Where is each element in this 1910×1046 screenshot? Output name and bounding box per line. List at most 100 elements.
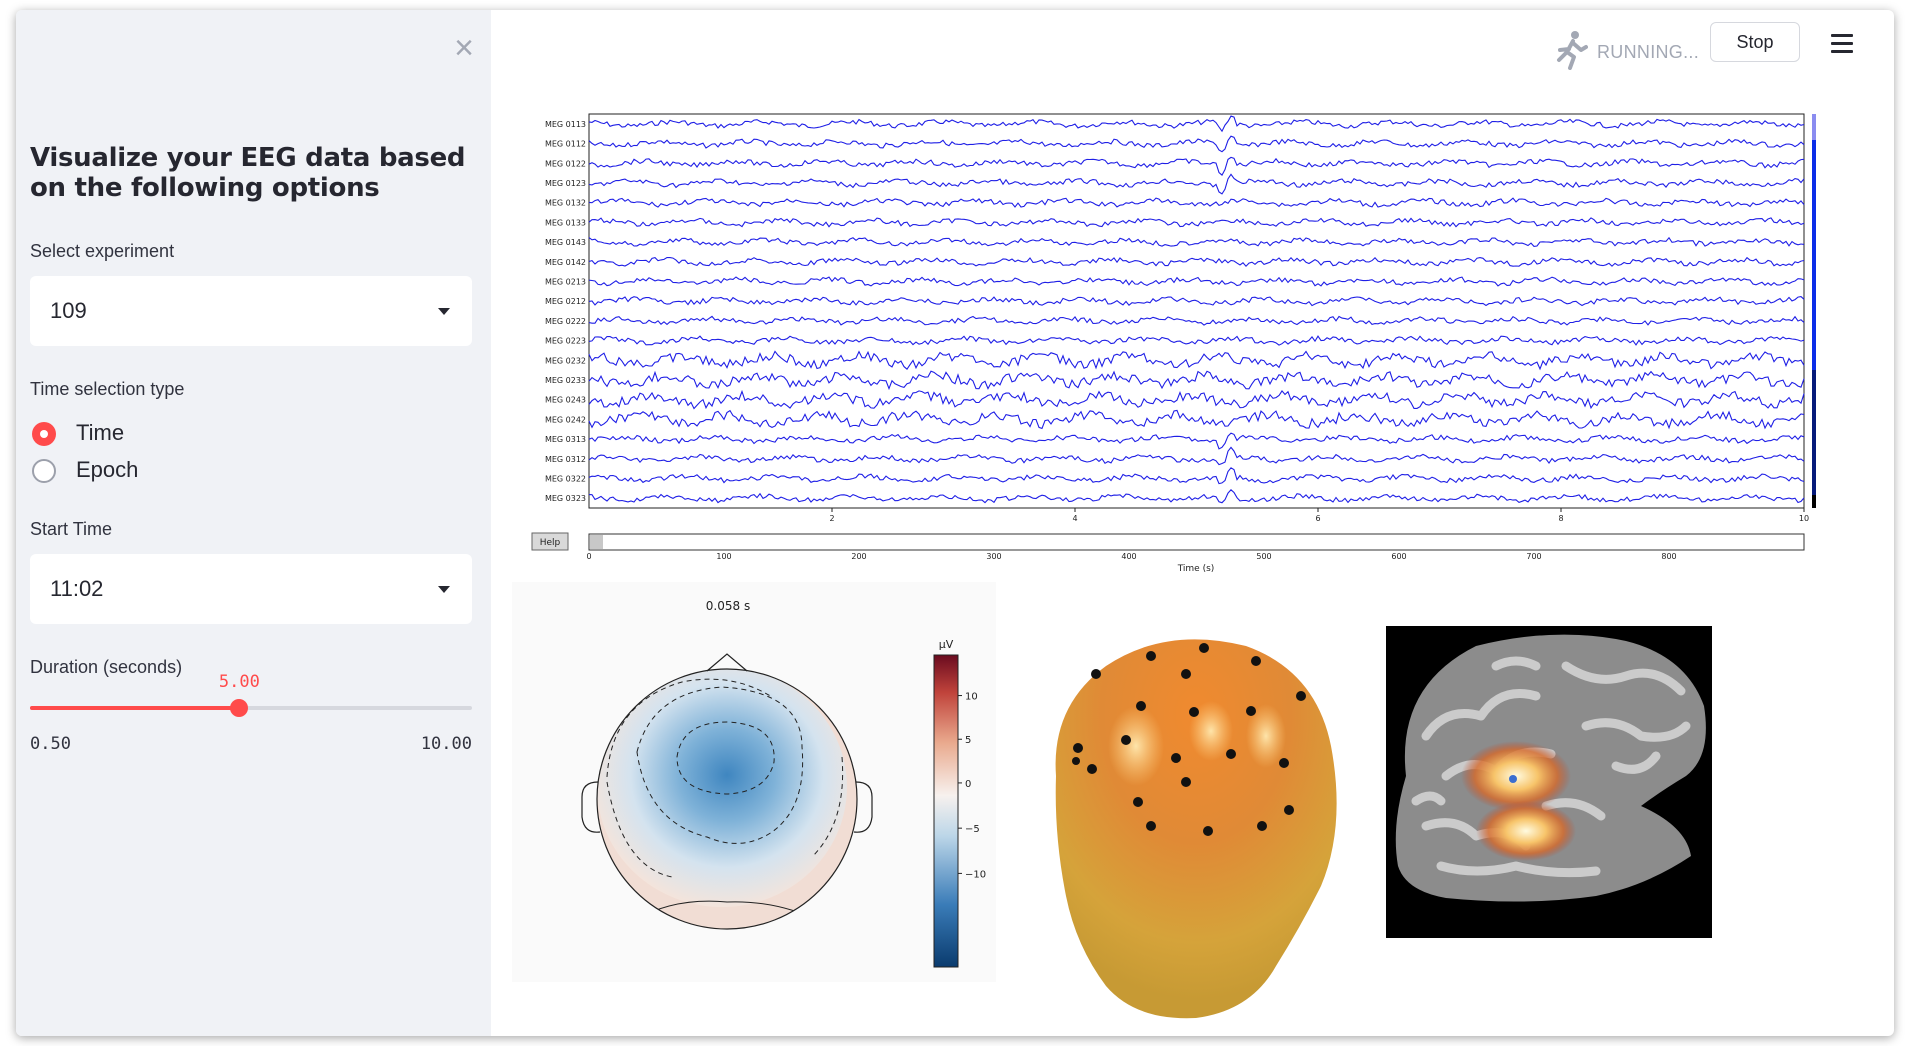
start-time-select[interactable]: 11:02 [30, 554, 472, 624]
duration-min: 0.50 [30, 734, 71, 754]
duration-slider-thumb[interactable] [230, 699, 249, 717]
topomap-colorbar [933, 654, 959, 968]
radio-epoch-label: Epoch [76, 457, 139, 482]
channel-trace [588, 489, 1805, 504]
channel-label: MEG 0223 [545, 337, 586, 346]
channel-label: MEG 0243 [545, 396, 586, 405]
experiment-select-value: 109 [50, 298, 87, 323]
channel-label: MEG 0323 [545, 494, 586, 503]
channel-label: MEG 0213 [545, 277, 586, 286]
time-axis-label: Time (s) [1177, 564, 1215, 574]
colorbar-ticks: 10 5 0 −5 −10 [958, 692, 986, 880]
right-ear-outline [853, 781, 873, 833]
experiment-select[interactable]: 109 [30, 276, 472, 346]
activation-region-lower [1476, 801, 1576, 861]
help-button[interactable] [531, 532, 569, 551]
channel-label: MEG 0112 [545, 140, 586, 149]
radio-selected-icon [32, 422, 56, 446]
head-surface [1055, 639, 1337, 1019]
experiment-label: Select experiment [30, 241, 175, 261]
nose-outline [706, 653, 748, 672]
radio-unselected-icon [32, 459, 56, 483]
left-ear-outline [581, 781, 601, 833]
channel-trace [588, 315, 1805, 326]
channel-label: MEG 0322 [545, 474, 586, 483]
scroll-tick-label: 200 [851, 552, 866, 561]
topomap-title: 0.058 s [706, 599, 750, 613]
eeg-plot-frame [588, 113, 1805, 509]
channel-scrollbar-top [1812, 114, 1816, 140]
colorbar-tick-label: −5 [965, 824, 980, 835]
scroll-tick-label: 800 [1661, 552, 1676, 561]
channel-label: MEG 0113 [545, 120, 586, 129]
chevron-down-icon [438, 308, 450, 315]
channel-trace [588, 350, 1805, 371]
close-sidebar-button[interactable]: × [444, 28, 484, 68]
colorbar-tick-label: −10 [965, 869, 986, 880]
scroll-tick-label: 600 [1391, 552, 1406, 561]
channel-label: MEG 0242 [545, 415, 586, 424]
channel-trace [588, 276, 1805, 287]
channel-trace [588, 256, 1805, 268]
channel-trace [588, 173, 1805, 195]
close-icon: × [454, 28, 474, 67]
channel-scrollbar[interactable] [1812, 140, 1816, 370]
channel-label: MEG 0143 [545, 238, 586, 247]
eeg-raw-plot: MEG 0113 MEG 0112 MEG 0122 MEG 0123 MEG 0132… [531, 113, 1816, 574]
colorbar-tick-label: 10 [965, 692, 978, 703]
channel-trace [588, 467, 1805, 485]
running-person-icon [1557, 31, 1588, 70]
sidebar-title: Visualize your EEG data based on the fol… [30, 143, 466, 203]
time-scrollbar[interactable] [588, 533, 1805, 551]
channel-label: MEG 0133 [545, 218, 586, 227]
running-status: RUNNING... [1597, 42, 1699, 62]
scroll-tick-label: 500 [1256, 552, 1271, 561]
3d-head-sensor-model [1055, 639, 1337, 1019]
help-button-label: Help [540, 538, 561, 548]
scroll-tick-label: 300 [986, 552, 1001, 561]
topomap-figure: 0.058 s µV 10 5 0 −5 −10 [512, 582, 996, 982]
channel-label: MEG 0122 [545, 159, 586, 168]
channel-trace [588, 135, 1805, 153]
channel-label: MEG 0232 [545, 356, 586, 365]
channel-label: MEG 0132 [545, 199, 586, 208]
channel-label: MEG 0222 [545, 317, 586, 326]
channel-trace [588, 370, 1805, 391]
hamburger-menu-icon[interactable] [1831, 32, 1857, 56]
channel-trace [588, 236, 1805, 247]
scroll-tick-label: 400 [1121, 552, 1136, 561]
head-outline [596, 668, 858, 930]
channel-label: MEG 0313 [545, 435, 586, 444]
duration-slider-fill [30, 706, 240, 710]
channel-trace [588, 432, 1805, 450]
channel-scrollbar-lower [1812, 370, 1816, 495]
brain-surface-plot [1386, 626, 1712, 938]
eeg-time-axis: 2 4 6 8 10 [829, 508, 1809, 523]
stop-button[interactable]: Stop [1710, 22, 1800, 62]
scroll-tick-label: 0 [586, 552, 591, 561]
channel-label: MEG 0212 [545, 297, 586, 306]
channel-trace [588, 156, 1805, 176]
channel-label: MEG 0142 [545, 258, 586, 267]
time-scrollbar-ticks: 0 100 200 300 400 500 600 700 800 [586, 552, 1676, 561]
time-tick-label: 2 [829, 514, 834, 523]
radio-time-label: Time [76, 420, 125, 445]
channel-trace [588, 409, 1805, 430]
colorbar-unit: µV [939, 638, 954, 651]
channel-trace [588, 296, 1805, 307]
colorbar-tick-label: 0 [965, 779, 971, 790]
channel-scrollbar-end [1812, 495, 1816, 508]
channel-trace [588, 115, 1805, 133]
channel-label: MEG 0312 [545, 455, 586, 464]
time-tick-label: 6 [1315, 514, 1320, 523]
eeg-traces [588, 115, 1805, 504]
eeg-channel-labels: MEG 0113 MEG 0112 MEG 0122 MEG 0123 MEG 0132… [545, 120, 586, 503]
time-scrollbar-thumb[interactable] [590, 535, 603, 549]
sidebar: × Visualize your EEG data based on the f… [16, 10, 491, 1036]
time-tick-label: 10 [1799, 514, 1809, 523]
channel-trace [588, 446, 1805, 466]
duration-slider[interactable]: 5.00 [30, 672, 472, 717]
activation-region-upper [1461, 741, 1571, 811]
duration-max: 10.00 [420, 734, 472, 754]
time-tick-label: 4 [1072, 514, 1077, 523]
